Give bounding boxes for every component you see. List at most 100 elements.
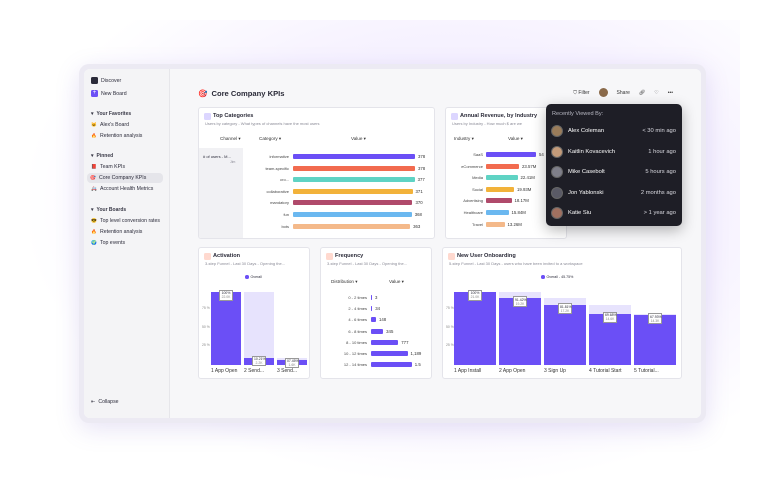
your-boards-section-toggle[interactable]: ▾ Your Boards	[91, 207, 126, 213]
activation-card[interactable]: Activation 3-step Funnel - Last 30 Days …	[198, 247, 310, 379]
frequency-card[interactable]: Frequency 3-step Funnel - Last 30 Days -…	[320, 247, 432, 379]
share-button[interactable]: Share	[616, 89, 630, 96]
y-axis-tick: 50 %	[446, 324, 454, 329]
step-count: 2.2K	[255, 360, 263, 365]
row-header-cell: # of users - M... Jim	[199, 148, 243, 238]
funnel-bar[interactable]	[211, 292, 241, 365]
bar	[486, 210, 509, 215]
bar-value: 23.57M	[522, 163, 537, 169]
bar	[293, 177, 415, 183]
sidebar-item-top-events[interactable]: 🌍 Top events	[91, 240, 125, 246]
link-icon[interactable]: 🔗︎	[638, 89, 646, 96]
viewer-name: Mike Casebolt	[568, 169, 605, 175]
step-percent: 100%	[221, 291, 231, 296]
filter-label: Filter	[578, 89, 590, 96]
distribution-dropdown[interactable]: Distribution ▾	[331, 279, 358, 284]
viewer-name: Alex Coleman	[568, 128, 605, 134]
funnel-bar[interactable]	[454, 292, 496, 365]
viewer-row[interactable]: Mike Casebolt 5 hours ago	[551, 165, 676, 179]
funnel-bar[interactable]	[544, 305, 586, 365]
funnel-step-label: 3 Sign Up	[544, 368, 566, 374]
board-emoji-icon: 🌍	[91, 240, 97, 245]
bar-value: 371	[415, 188, 423, 194]
onboarding-legend: Overall - 45.75%	[541, 275, 573, 279]
viewer-row[interactable]: Kaitlin Kovacevich 1 hour ago	[551, 145, 676, 159]
funnel-dropoff	[244, 292, 274, 358]
plus-icon: +	[91, 90, 98, 97]
bar	[293, 154, 415, 159]
bar-label: 10 - 12 times	[343, 351, 367, 356]
bar-value: 777	[401, 339, 409, 345]
step-percent: 100%	[470, 291, 480, 296]
bar	[293, 223, 411, 229]
bar-value: 378	[418, 154, 426, 159]
viewer-row[interactable]: Alex Coleman < 30 min ago	[551, 124, 676, 138]
bar-label: 2 - 4 times	[348, 306, 367, 312]
viewed-time: 1 hour ago	[648, 148, 676, 155]
top-categories-card[interactable]: Top Categories Users by category - What …	[198, 107, 435, 239]
bar-label: team-specific	[265, 165, 289, 171]
funnel-step-tag: 81.81% 17.2K	[558, 303, 572, 314]
step-count: 1.6K	[288, 362, 296, 367]
step-percent: 81.81%	[560, 304, 572, 309]
favorites-section-toggle[interactable]: ▾ Your Favorites	[91, 111, 131, 117]
legend-label: Overall - 45.75%	[546, 275, 574, 279]
funnel-bar[interactable]	[499, 298, 541, 365]
row-header-sub: Jim	[230, 160, 236, 164]
viewer-row[interactable]: Jon Yablonski 2 months ago	[551, 186, 676, 200]
bar	[371, 362, 412, 368]
avatar	[551, 207, 563, 219]
bar	[486, 186, 514, 192]
bar-label: cro...	[280, 177, 289, 183]
bar-label: 6 - 8 times	[348, 328, 367, 334]
category-dropdown[interactable]: Category ▾	[259, 136, 282, 141]
viewer-name: Jon Yablonski	[568, 189, 604, 196]
channel-dropdown[interactable]: Channel ▾	[220, 136, 241, 141]
sidebar-item-core-company-kpis[interactable]: 🎯 Core Company KPIs	[87, 173, 163, 183]
bar	[486, 152, 536, 157]
sidebar-item-conversion-rates[interactable]: 😎 Top level conversion rates	[91, 218, 160, 224]
row-header-text: # of users - M...	[203, 154, 231, 159]
sidebar-item-team-kpis[interactable]: 📕 Team KPIs	[91, 164, 125, 170]
funnel-dropoff	[544, 298, 586, 306]
sidebar-item-label: Top level conversion rates	[100, 218, 160, 224]
value-dropdown[interactable]: Value ▾	[351, 136, 366, 141]
collapse-button[interactable]: ⇤ Collapse	[91, 399, 119, 405]
bar-label: Social	[472, 186, 483, 192]
card-title: Annual Revenue, by Industry	[460, 113, 538, 119]
bar-value: 34	[375, 306, 381, 312]
chevron-down-icon: ▾	[91, 111, 94, 117]
funnel-step-tag: 100% 22.0K	[219, 290, 233, 301]
card-subtitle: 3-step Funnel - Last 30 Days - Opening t…	[205, 261, 286, 266]
onboarding-card[interactable]: New User Onboarding 5-step Funnel - Last…	[442, 247, 682, 379]
viewer-avatar[interactable]	[598, 88, 608, 97]
sidebar: Discover + New Board ▾ Your Favorites 😺 …	[84, 69, 170, 418]
discover-link[interactable]: Discover	[91, 77, 121, 84]
sidebar-item-alex-board[interactable]: 😺 Alex's Board	[91, 122, 129, 128]
target-icon: 🎯	[198, 89, 208, 98]
industry-dropdown[interactable]: Industry ▾	[454, 136, 474, 141]
filter-button[interactable]: ⛉ Filter	[573, 90, 589, 96]
bar	[293, 212, 412, 217]
card-title: Frequency	[335, 253, 364, 259]
new-board-button[interactable]: + New Board	[91, 90, 127, 97]
sidebar-item-retention[interactable]: 🔥 Retention analysis	[91, 133, 142, 139]
value-dropdown[interactable]: Value ▾	[508, 136, 523, 141]
sidebar-item-retention-analysis[interactable]: 🔥 Retention analysis	[91, 229, 142, 235]
y-axis-tick: 25 %	[202, 342, 210, 347]
sidebar-item-label: Alex's Board	[100, 122, 129, 128]
avatar	[551, 166, 563, 178]
heart-icon[interactable]: ♡	[654, 89, 659, 96]
viewer-row[interactable]: Katie Siu > 1 year ago	[551, 206, 676, 220]
bar-label: collaborative	[266, 188, 289, 194]
sidebar-item-account-health[interactable]: 🚑 Account Health Metrics	[91, 186, 153, 192]
board-emoji-icon: 😺	[91, 122, 97, 127]
bar-value: 15.84M	[511, 210, 526, 215]
more-icon[interactable]: •••	[667, 89, 673, 96]
value-dropdown[interactable]: Value ▾	[389, 279, 404, 284]
pinned-section-toggle[interactable]: ▾ Pinned	[91, 153, 113, 159]
your-boards-heading: Your Boards	[96, 207, 127, 213]
chevron-down-icon: ▾	[91, 207, 94, 213]
funnel-icon	[204, 253, 211, 260]
funnel-dropoff	[499, 292, 541, 299]
